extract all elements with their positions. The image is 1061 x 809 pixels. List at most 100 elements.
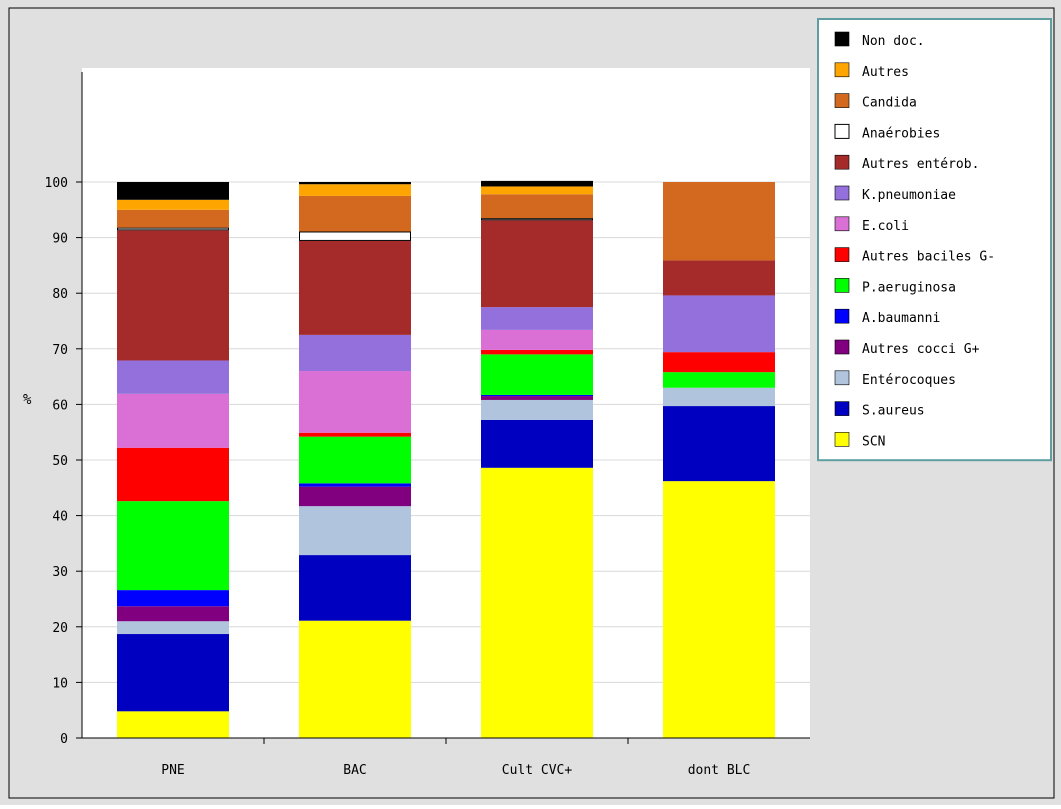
y-tick-label: 20	[52, 621, 68, 636]
x-tick-label-pne: PNE	[161, 763, 184, 778]
bar-segment-autres-cocci-g-bac	[299, 486, 411, 507]
bar-segment-autres-baciles-g-bac	[299, 432, 411, 437]
y-tick-label: 50	[52, 454, 68, 469]
bar-segment-autres-bac	[299, 184, 411, 196]
bar-segment-outline	[117, 227, 229, 231]
legend-swatch	[834, 93, 850, 108]
legend-item-autres-enterob: Autres entérob.	[834, 154, 979, 172]
legend-label: Entérocoques	[862, 373, 956, 388]
bar-segment-autres-cocci-g-cult-cvc	[481, 396, 593, 400]
bar-segment-a-baumanni-bac	[299, 483, 411, 487]
legend-swatch	[834, 278, 850, 293]
y-tick-label: 80	[52, 287, 68, 302]
legend-label: S.aureus	[862, 404, 925, 419]
bar-segment-autres-cocci-g-pne	[117, 606, 229, 622]
legend: Non doc. Autres Candida Anaérobies Autres en…	[817, 18, 1052, 462]
legend-label: Autres entérob.	[862, 157, 979, 172]
legend-swatch	[834, 401, 850, 416]
legend-label: P.aeruginosa	[862, 280, 956, 295]
bar-segment-scn-dont-blc	[663, 481, 775, 738]
bar-segment-e-coli-cult-cvc	[481, 329, 593, 350]
bar-segment-candida-bac	[299, 195, 411, 232]
x-tick-label-cult-cvc: Cult CVC+	[502, 763, 573, 778]
legend-swatch	[834, 123, 850, 139]
legend-item-autres: Autres	[834, 62, 909, 80]
bar-segment-non-doc-bac	[299, 182, 411, 185]
bar-segment-non-doc-cult-cvc	[481, 180, 593, 187]
legend-item-enterocoques: Entérocoques	[834, 370, 956, 388]
y-tick-label: 40	[52, 510, 68, 525]
legend-swatch	[834, 370, 850, 386]
legend-item-autres-cocci-g: Autres cocci G+	[834, 339, 980, 357]
bar-segment-anaerobies-cult-cvc	[481, 218, 593, 221]
axes	[76, 72, 810, 744]
legend-label: Candida	[862, 96, 917, 111]
bar-segment-a-baumanni-pne	[117, 590, 229, 607]
y-tick-label: 10	[52, 676, 68, 691]
legend-swatch	[834, 31, 850, 47]
legend-swatch	[834, 154, 850, 170]
bar-segment-scn-bac	[299, 620, 411, 738]
legend-label: Autres	[862, 65, 909, 80]
bars	[117, 180, 775, 738]
legend-swatch	[834, 216, 850, 232]
legend-label: K.pneumoniae	[862, 188, 956, 203]
legend-label: Autres cocci G+	[862, 342, 980, 357]
bar-segment-enterocoques-dont-blc	[663, 387, 775, 407]
bar-segment-autres-baciles-g-pne	[117, 447, 229, 502]
bar-segment-scn-cult-cvc	[481, 467, 593, 738]
bar-segment-e-coli-bac	[299, 371, 411, 433]
bar-segment-autres-baciles-g-cult-cvc	[481, 349, 593, 355]
bar-segment-p-aeruginosa-dont-blc	[663, 372, 775, 388]
bar-segment-autres-enterob-pne	[117, 230, 229, 361]
legend-label: E.coli	[862, 219, 909, 234]
legend-item-non-doc: Non doc.	[834, 31, 925, 49]
legend-swatch	[834, 247, 850, 262]
bar-segment-candida-dont-blc	[663, 182, 775, 261]
bar-segment-s-aureus-cult-cvc	[481, 419, 593, 468]
bar-segment-s-aureus-dont-blc	[663, 406, 775, 482]
bar-segment-k-pneumoniae-dont-blc	[663, 295, 775, 353]
legend-item-candida: Candida	[834, 93, 917, 111]
legend-label: Autres baciles G-	[862, 250, 995, 265]
legend-item-p-aeruginosa: P.aeruginosa	[834, 278, 956, 295]
bar-segment-anaerobies-pne	[117, 227, 229, 231]
bar-segment-e-coli-pne	[117, 393, 229, 448]
bar-segment-k-pneumoniae-bac	[299, 334, 411, 372]
bar-segment-enterocoques-cult-cvc	[481, 399, 593, 420]
legend-swatch	[834, 339, 850, 355]
bar-segment-p-aeruginosa-cult-cvc	[481, 354, 593, 395]
y-tick-label: 100	[45, 176, 68, 191]
legend-swatch	[834, 308, 850, 324]
bar-segment-candida-pne	[117, 209, 229, 228]
legend-item-s-aureus: S.aureus	[834, 401, 925, 419]
legend-item-a-baumanni: A.baumanni	[834, 308, 940, 326]
bar-segment-p-aeruginosa-pne	[117, 501, 229, 591]
legend-item-e-coli: E.coli	[834, 216, 909, 234]
bar-segment-autres-enterob-cult-cvc	[481, 220, 593, 308]
bar-segment-p-aeruginosa-bac	[299, 436, 411, 484]
legend-item-scn: SCN	[834, 432, 885, 449]
bar-segment-s-aureus-pne	[117, 634, 229, 712]
y-tick-label: 90	[52, 232, 68, 247]
bar-segment-autres-enterob-bac	[299, 240, 411, 335]
bar-segment-s-aureus-bac	[299, 555, 411, 621]
bar-segment-a-baumanni-cult-cvc	[481, 394, 593, 397]
bar-segment-autres-cult-cvc	[481, 186, 593, 195]
bar-segment-enterocoques-pne	[117, 621, 229, 635]
legend-box	[817, 18, 1052, 462]
legend-item-autres-baciles-g: Autres baciles G-	[834, 247, 995, 265]
y-tick-labels: 0 10 20 30 40 50 60 70 80 90 100	[45, 176, 68, 747]
y-tick-label: 70	[52, 343, 68, 358]
legend-label: Anaérobies	[862, 126, 940, 141]
legend-label: SCN	[862, 434, 885, 449]
legend-swatch	[834, 185, 850, 201]
x-tick-label-bac: BAC	[343, 763, 366, 778]
bar-segment-outline	[299, 231, 411, 241]
x-tick-labels: PNE BAC Cult CVC+ dont BLC	[161, 763, 750, 778]
x-tick-label-dont-blc: dont BLC	[688, 763, 751, 778]
bar-segment-scn-pne	[117, 711, 229, 738]
legend-label: A.baumanni	[862, 311, 940, 326]
legend-swatch	[834, 432, 850, 447]
